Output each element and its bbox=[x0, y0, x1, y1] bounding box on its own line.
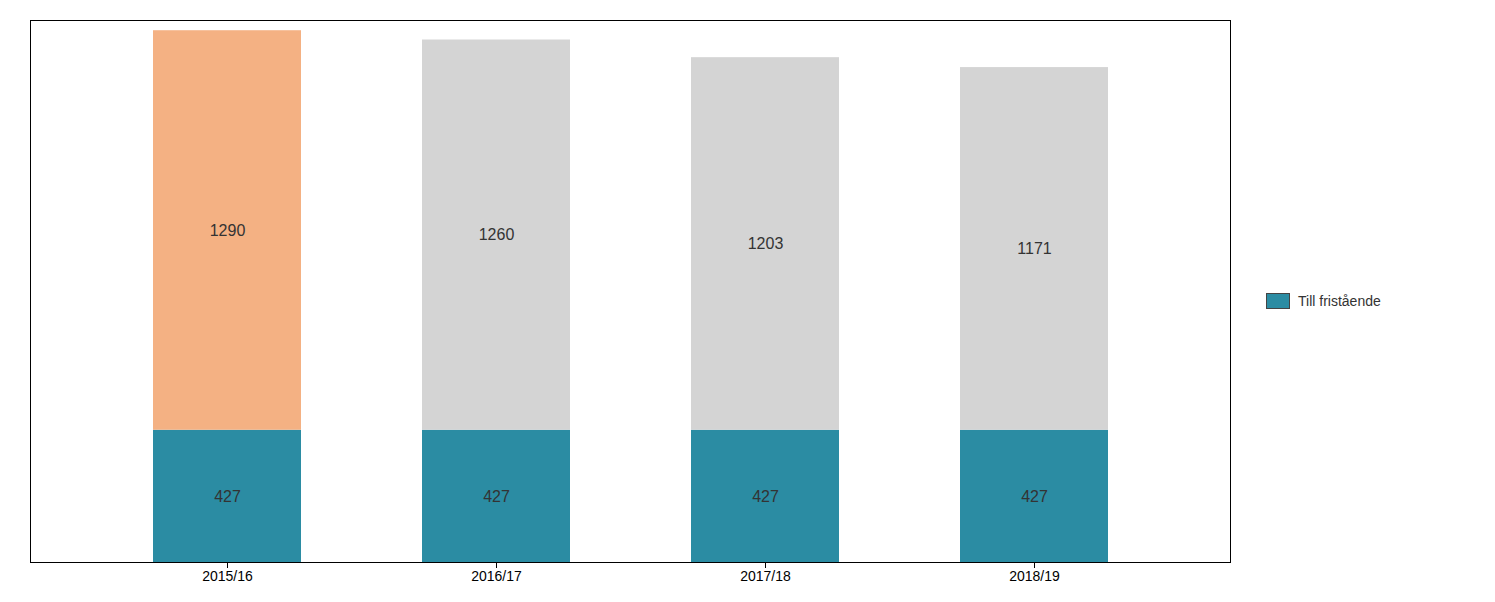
svg-text:1290: 1290 bbox=[210, 222, 246, 239]
svg-text:427: 427 bbox=[1021, 487, 1048, 504]
svg-text:1260: 1260 bbox=[479, 226, 515, 243]
svg-text:427: 427 bbox=[483, 487, 510, 504]
svg-text:2016/17: 2016/17 bbox=[471, 568, 522, 584]
svg-text:427: 427 bbox=[214, 487, 241, 504]
svg-text:2017/18: 2017/18 bbox=[740, 568, 791, 584]
svg-text:2018/19: 2018/19 bbox=[1009, 568, 1060, 584]
svg-text:1171: 1171 bbox=[1017, 240, 1052, 257]
svg-text:1203: 1203 bbox=[748, 235, 784, 252]
svg-text:427: 427 bbox=[752, 487, 779, 504]
svg-text:2015/16: 2015/16 bbox=[202, 568, 253, 584]
html-text:Till fristående: Till fristående bbox=[1298, 293, 1381, 309]
